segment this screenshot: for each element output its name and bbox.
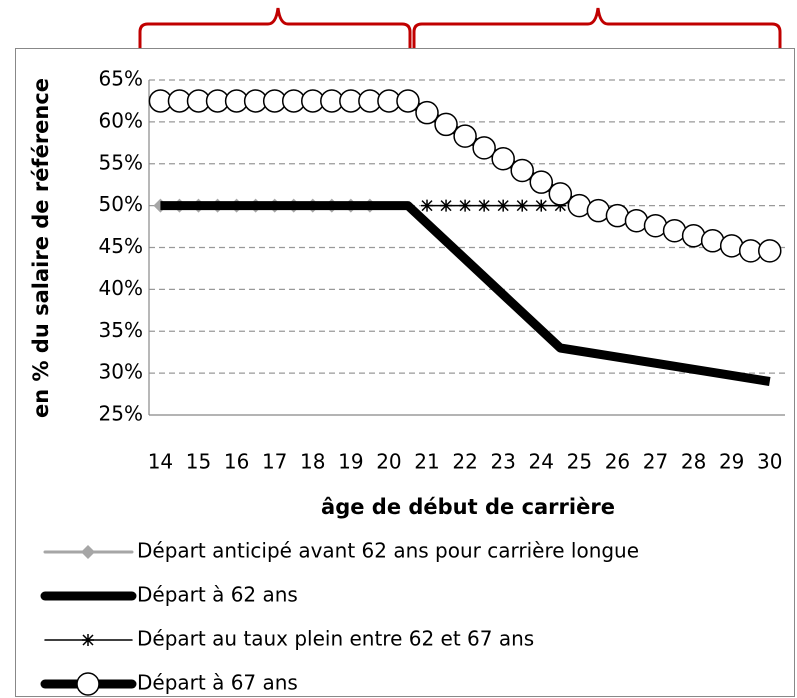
x-tick-label: 25 xyxy=(567,450,592,474)
x-tick-label: 30 xyxy=(757,450,782,474)
star-marker xyxy=(516,199,529,212)
x-tick-label: 17 xyxy=(262,450,287,474)
circle-marker xyxy=(758,239,782,263)
y-tick-label: 40% xyxy=(99,276,143,300)
star-marker xyxy=(497,199,510,212)
chart-border xyxy=(15,48,795,697)
circle-marker xyxy=(548,182,573,206)
x-tick-label: 18 xyxy=(300,450,325,474)
legend-label: Départ anticipé avant 62 ans pour carriè… xyxy=(137,539,639,563)
star-marker xyxy=(440,199,453,212)
y-tick-label: 45% xyxy=(99,234,143,258)
y-tick-label: 30% xyxy=(99,360,143,384)
x-tick-label: 21 xyxy=(414,450,439,474)
y-tick-label: 50% xyxy=(99,192,143,216)
y-tick-label: 25% xyxy=(99,402,143,426)
x-tick-label: 22 xyxy=(452,450,477,474)
x-tick-label: 29 xyxy=(719,450,744,474)
star-marker xyxy=(459,199,472,212)
x-tick-label: 16 xyxy=(224,450,249,474)
x-tick-label: 26 xyxy=(605,450,630,474)
diamond-marker xyxy=(81,545,95,559)
circle-marker xyxy=(491,146,515,171)
circle-marker xyxy=(453,124,477,148)
x-axis-title: âge de début de carrière xyxy=(321,495,615,519)
legend-label: Départ à 62 ans xyxy=(137,583,298,607)
circle-marker xyxy=(76,672,100,696)
star-marker xyxy=(82,634,94,646)
star-marker xyxy=(478,199,491,212)
y-tick-label: 35% xyxy=(99,318,143,342)
x-tick-label: 20 xyxy=(376,450,401,474)
x-tick-label: 14 xyxy=(148,450,173,474)
x-tick-label: 19 xyxy=(338,450,363,474)
series-line xyxy=(160,201,771,386)
y-axis-title: en % du salaire de référence xyxy=(29,78,53,418)
circle-marker xyxy=(396,89,420,113)
brace xyxy=(138,7,412,48)
circle-marker xyxy=(510,158,534,183)
x-tick-label: 15 xyxy=(186,450,211,474)
x-tick-label: 28 xyxy=(681,450,706,474)
x-tick-label: 27 xyxy=(643,450,668,474)
circle-marker xyxy=(415,100,439,125)
y-tick-label: 65% xyxy=(99,67,143,91)
circle-marker xyxy=(434,112,458,137)
y-tick-label: 55% xyxy=(99,150,143,174)
circle-marker xyxy=(472,136,496,160)
legend-label: Départ au taux plein entre 62 et 67 ans xyxy=(137,627,534,651)
x-tick-label: 24 xyxy=(529,450,554,474)
brace xyxy=(412,7,782,48)
star-marker xyxy=(421,199,434,212)
legend-label: Départ à 67 ans xyxy=(137,671,298,695)
star-marker xyxy=(535,199,548,212)
x-tick-label: 23 xyxy=(490,450,515,474)
circle-marker xyxy=(529,170,554,194)
y-tick-label: 60% xyxy=(99,108,143,132)
